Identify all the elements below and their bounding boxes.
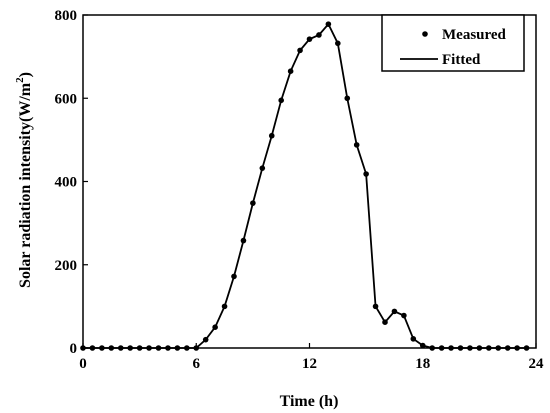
measured-point (297, 47, 303, 54)
measured-point (268, 132, 275, 139)
measured-point (410, 336, 417, 342)
measured-point (372, 303, 379, 310)
measured-point (448, 345, 454, 351)
x-axis-title: Time (h) (280, 393, 339, 410)
legend-box (381, 14, 525, 72)
y-tick-label: 400 (55, 175, 78, 191)
y-axis-title-sup: 2 (14, 77, 26, 83)
x-tick-label: 18 (415, 356, 430, 372)
measured-point (486, 345, 492, 351)
x-tick-label: 12 (302, 356, 317, 372)
y-tick-label: 200 (55, 258, 78, 274)
y-axis-title-end: ) (17, 72, 34, 77)
measured-point (146, 345, 152, 351)
measured-point (419, 342, 426, 349)
measured-point (306, 36, 313, 42)
measured-point (117, 345, 124, 351)
x-tick-label: 24 (529, 356, 545, 372)
measured-point (316, 32, 322, 38)
measured-point (193, 345, 200, 351)
y-tick-label: 800 (55, 8, 78, 24)
measured-point (353, 142, 360, 148)
y-axis-title: Solar radiation intensity(W/m2) (14, 72, 34, 288)
measured-point (514, 345, 520, 351)
measured-point (165, 345, 171, 351)
measured-point (127, 345, 133, 351)
measured-point (80, 345, 86, 351)
measured-point (382, 319, 388, 325)
measured-point (221, 303, 228, 310)
measured-point (401, 312, 407, 319)
measured-point (259, 165, 266, 171)
measured-point (184, 345, 190, 351)
measured-point (476, 345, 483, 351)
measured-point (174, 345, 181, 351)
measured-point (278, 97, 284, 104)
measured-point (108, 345, 115, 351)
measured-point (429, 345, 435, 351)
measured-point (467, 345, 473, 351)
measured-point (363, 171, 369, 177)
measured-point (391, 308, 398, 315)
measured-point (335, 40, 341, 47)
measured-point (250, 200, 256, 206)
legend-label-fitted: Fitted (442, 52, 481, 68)
fitted-line (83, 22, 527, 349)
legend-marker-measured (422, 31, 428, 37)
measured-point (504, 345, 511, 351)
y-axis-title-main: Solar radiation intensity(W/m (17, 82, 34, 288)
legend-label-measured: Measured (442, 27, 507, 43)
measured-point (495, 345, 502, 351)
measured-point (202, 336, 209, 343)
measured-point (438, 345, 445, 351)
measured-point (325, 21, 332, 27)
x-ticks: 0 6 12 18 24 (79, 343, 544, 372)
measured-point (287, 68, 294, 74)
measured-point (240, 237, 247, 244)
measured-point (212, 324, 218, 330)
x-tick-label: 0 (79, 356, 87, 372)
measured-point (523, 345, 530, 351)
measured-point (89, 345, 96, 351)
measured-point (231, 273, 237, 280)
measured-point (136, 345, 143, 351)
y-tick-label: 0 (70, 341, 78, 357)
measured-point (155, 345, 162, 351)
measured-point (457, 345, 464, 351)
x-tick-label: 6 (193, 356, 201, 372)
legend: Measured Fitted (381, 14, 525, 72)
measured-point (99, 345, 105, 351)
measured-points (80, 21, 530, 351)
measured-point (344, 95, 351, 102)
y-tick-label: 600 (55, 91, 78, 107)
